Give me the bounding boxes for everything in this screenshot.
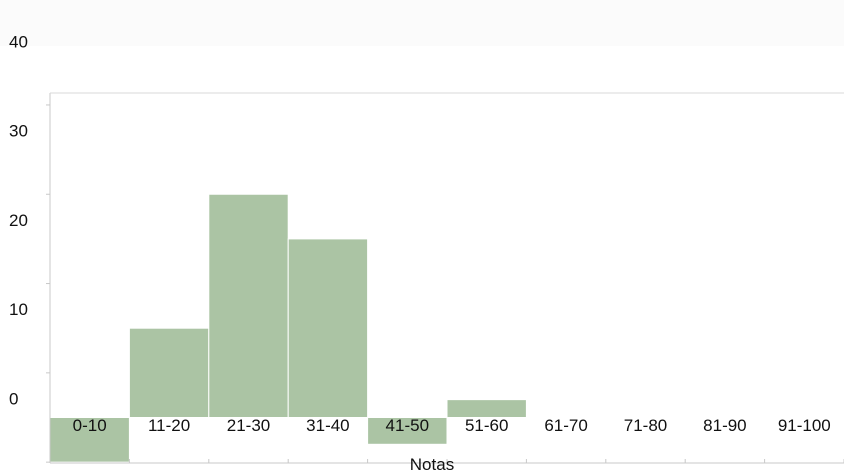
bars-layer bbox=[49, 193, 527, 463]
bar-41-50 bbox=[367, 417, 448, 445]
x-tick-label-61-70: 61-70 bbox=[544, 416, 587, 435]
bar-31-40 bbox=[287, 238, 369, 418]
x-tick-labels: 0-10 11-20 21-30 31-40 41-50 51-60 61-70 71-80 8… bbox=[73, 416, 831, 435]
y-tick-label-20: 20 bbox=[9, 211, 28, 230]
y-tick-labels: 0 10 20 30 40 bbox=[9, 32, 28, 408]
axes-layer bbox=[46, 92, 844, 464]
bar-21-30 bbox=[208, 193, 289, 418]
bar-11-20 bbox=[128, 327, 210, 419]
y-tick-label-40: 40 bbox=[9, 32, 28, 51]
bar-0-10 bbox=[49, 417, 130, 463]
x-tick-label-51-60: 51-60 bbox=[465, 416, 508, 435]
x-tick-label-81-90: 81-90 bbox=[703, 416, 746, 435]
y-tick-label-30: 30 bbox=[9, 122, 28, 141]
chart-header-band bbox=[0, 0, 844, 46]
y-tick-label-10: 10 bbox=[9, 300, 28, 319]
x-tick-label-0-10: 0-10 bbox=[73, 416, 107, 435]
x-tick-label-91-100: 91-100 bbox=[778, 416, 831, 435]
x-axis-title: Notas bbox=[410, 455, 454, 471]
x-tick-label-71-80: 71-80 bbox=[624, 416, 667, 435]
y-tick-label-0: 0 bbox=[9, 390, 18, 409]
x-tick-label-21-30: 21-30 bbox=[227, 416, 270, 435]
bar-51-60 bbox=[446, 399, 527, 419]
x-tick-label-41-50: 41-50 bbox=[386, 416, 429, 435]
x-tick-label-31-40: 31-40 bbox=[306, 416, 349, 435]
x-tick-label-11-20: 11-20 bbox=[148, 416, 190, 435]
